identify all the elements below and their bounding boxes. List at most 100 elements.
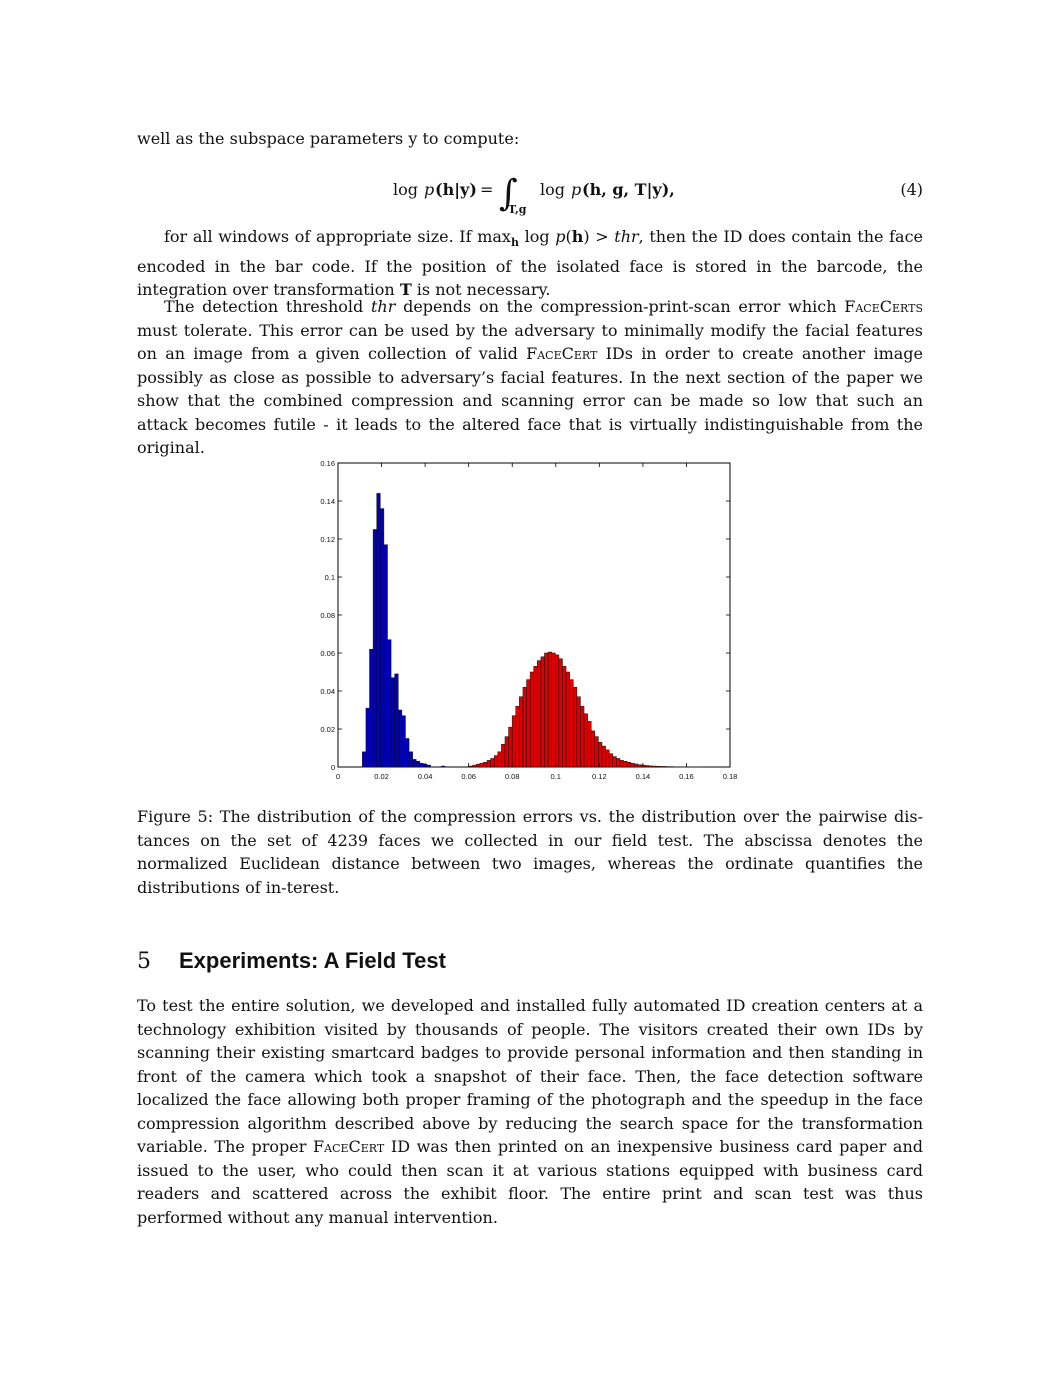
bar-series-2-bin-27: [565, 671, 570, 768]
eq-lhs-p: p: [424, 180, 434, 199]
bar-series-2-bin-47: [637, 764, 642, 768]
bar-series-1-bin-14: [412, 759, 417, 768]
eq-number: (4): [900, 180, 923, 199]
y-tick-label-8: 0.16: [320, 459, 335, 468]
bar-series-1-bin-2: [369, 648, 374, 768]
bar-series-2-bin-20: [540, 656, 545, 768]
bar-series-2-bin-10: [504, 736, 509, 768]
x-tick-label-4: 0.08: [505, 772, 520, 781]
bar-series-2-bin-19: [537, 660, 542, 768]
bar-series-2-bin-30: [576, 696, 581, 768]
eq-rhs-log: log: [540, 180, 565, 199]
bar-series-2-bin-23: [551, 652, 556, 768]
bar-series-2-bin-18: [533, 666, 538, 768]
bar-series-2-bin-1: [472, 764, 477, 768]
bar-series-2-bin-39: [608, 753, 614, 768]
bar-series-2-bin-44: [626, 762, 631, 768]
y-tick-label-7: 0.14: [320, 497, 335, 506]
bar-series-2-bin-43: [623, 761, 628, 768]
figure-caption: Figure 5: The distribution of the compre…: [137, 807, 923, 897]
bar-series-1-bin-18: [426, 764, 431, 768]
paragraph-detection-threshold: The detection threshold thr depends on t…: [137, 297, 924, 457]
x-tick-label-5: 0.1: [551, 772, 561, 781]
bar-series-2-bin-34: [590, 730, 596, 768]
bar-series-1-bin-7: [387, 639, 392, 768]
eq-rhs-args: (h, g, T|y),: [582, 180, 675, 199]
bar-series-2-bin-46: [634, 763, 639, 768]
bar-series-1-bin-19: [441, 765, 446, 768]
bar-series-2-bin-48: [641, 764, 646, 768]
bar-series-2-bin-45: [630, 762, 635, 768]
bar-series-2-bin-42: [619, 760, 624, 768]
bar-series-2-bin-9: [501, 743, 506, 768]
bar-series-2-bin-31: [580, 705, 585, 768]
bar-series-2-bin-24: [555, 654, 560, 768]
bar-series-2-bin-49: [644, 765, 649, 768]
bar-series-2-bin-3: [479, 762, 484, 768]
bar-series-2-bin-7: [493, 755, 499, 768]
eq-rhs-p: p: [571, 180, 581, 199]
bar-series-2-bin-38: [605, 749, 610, 768]
bar-series-2-bin-53: [659, 766, 664, 768]
bar-series-2-bin-4: [483, 762, 488, 768]
eq-integral-subscript: T,g: [508, 203, 527, 216]
bar-series-1-bin-8: [390, 677, 395, 768]
eq-integral-sign: ∫: [499, 173, 518, 214]
bar-series-1-bin-15: [415, 761, 421, 768]
x-tick-label-3: 0.06: [461, 772, 476, 781]
bar-series-2-bin-29: [573, 686, 578, 768]
bar-series-1-bin-16: [419, 762, 424, 768]
bar-series-2-bin-2: [475, 763, 481, 768]
x-tick-label-7: 0.14: [636, 772, 651, 781]
bar-series-1-bin-4: [376, 493, 381, 768]
x-tick-label-0: 0: [336, 772, 340, 781]
bar-series-2-bin-14: [519, 696, 524, 768]
bar-series-2-bin-21: [544, 652, 549, 768]
y-tick-label-0: 0: [331, 763, 335, 772]
bar-series-2-bin-41: [616, 758, 621, 768]
eq-lhs-args: (h|y): [435, 180, 477, 199]
bar-series-2-bin-8: [497, 751, 502, 768]
bar-series-2-bin-51: [652, 765, 657, 768]
bar-series-2-bin-25: [558, 658, 563, 768]
bar-series-1-bin-12: [405, 738, 410, 768]
bar-series-2-bin-26: [562, 666, 567, 768]
bar-series-2-bin-0: [468, 765, 473, 768]
bar-series-2-bin-37: [601, 745, 606, 768]
bar-series-1-bin-10: [398, 709, 403, 768]
y-tick-label-2: 0.04: [320, 687, 335, 696]
eq-equals: =: [480, 180, 493, 199]
paragraph-threshold: for all windows of appropriate size. If …: [137, 227, 923, 300]
section-number: 5: [137, 949, 151, 974]
paragraph-intro: well as the subspace parameters y to com…: [137, 129, 520, 148]
histogram-bars: [362, 493, 703, 768]
y-tick-label-1: 0.02: [320, 725, 335, 734]
bar-series-1-bin-3: [372, 529, 377, 768]
histogram-figure-5: 0 0.02 0.04 0.06 0.08 0.1 0.12 0.14 0.16 0.18 0 0.0…: [320, 459, 737, 781]
bar-series-2-bin-52: [655, 765, 660, 768]
bar-series-1-bin-9: [394, 673, 399, 768]
bar-series-1-bin-0: [362, 751, 367, 768]
x-tick-label-6: 0.12: [592, 772, 607, 781]
bar-series-2-bin-16: [526, 679, 531, 768]
axis-ticks: 0 0.02 0.04 0.06 0.08 0.1 0.12 0.14 0.16 0.18 0 0.0…: [320, 459, 737, 781]
y-tick-label-4: 0.08: [320, 611, 335, 620]
bar-series-2-bin-6: [490, 758, 495, 768]
bar-series-2-bin-28: [569, 679, 574, 768]
y-tick-label-6: 0.12: [320, 535, 335, 544]
bar-series-2-bin-32: [583, 713, 588, 768]
bar-series-2-bin-40: [612, 756, 617, 768]
y-tick-label-5: 0.1: [325, 573, 335, 582]
bar-series-2-bin-15: [522, 686, 527, 768]
x-tick-label-8: 0.16: [679, 772, 694, 781]
bar-series-1-bin-11: [401, 715, 406, 768]
section-heading: 5 Experiments: A Field Test: [137, 946, 446, 977]
bar-series-1-bin-6: [383, 544, 388, 768]
bar-series-2-bin-50: [648, 765, 653, 768]
y-tick-label-3: 0.06: [320, 649, 335, 658]
bar-series-2-bin-13: [515, 705, 520, 768]
x-tick-label-2: 0.04: [418, 772, 433, 781]
bar-series-1-bin-1: [365, 707, 370, 768]
bar-series-2-bin-17: [529, 671, 534, 768]
eq-lhs-log: log: [393, 180, 418, 199]
